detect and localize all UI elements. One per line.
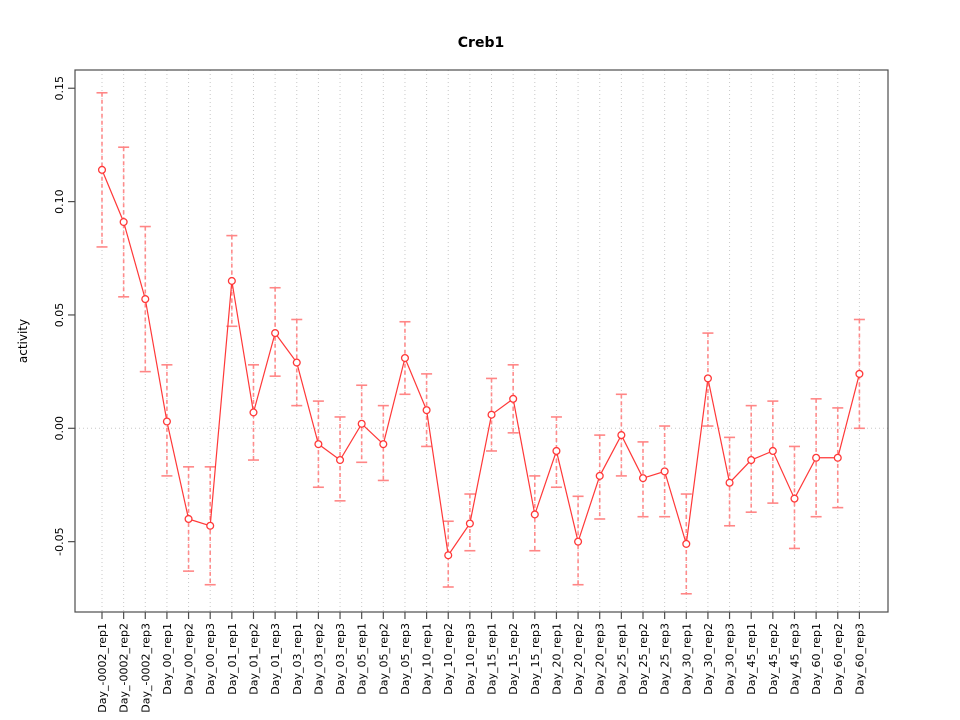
x-tick-label: Day_05_rep1 [356, 623, 369, 695]
x-tick-label: Day_03_rep3 [334, 623, 347, 695]
x-tick-label: Day_15_rep2 [507, 623, 520, 695]
data-point [725, 478, 734, 487]
data-point [682, 539, 691, 548]
data-point [292, 358, 301, 367]
data-point [162, 417, 171, 426]
x-tick-label: Day_45_rep2 [767, 623, 780, 695]
x-tick-label: Day_30_rep3 [724, 623, 737, 695]
y-tick-label: 0.15 [53, 76, 66, 101]
x-tick-label: Day_01_rep3 [269, 623, 282, 695]
data-layer [96, 91, 865, 595]
chart-title: Creb1 [458, 35, 504, 51]
x-tick-label: Day_60_rep1 [810, 623, 823, 695]
data-point [249, 408, 258, 417]
x-tick-label: Day_20_rep1 [550, 623, 563, 695]
x-tick-label: Day_45_rep1 [745, 623, 758, 695]
data-point [552, 446, 561, 456]
data-point [595, 471, 604, 480]
x-tick-label: Day_-0002_rep2 [118, 623, 131, 713]
y-tick-label: 0.10 [53, 189, 66, 214]
data-point [768, 446, 777, 456]
y-axis-label: activity [16, 319, 30, 363]
x-tick-label: Day_01_rep1 [226, 623, 239, 695]
data-point [206, 521, 215, 530]
x-tick-label: Day_10_rep2 [442, 623, 455, 695]
x-tick-label: Day_00_rep1 [161, 623, 174, 695]
data-point [638, 474, 648, 483]
data-point [703, 374, 712, 383]
axis-layer: 0.15 0.10 0.05 0.00 -0.05 Day_-0002_rep1 Day_-… [53, 69, 889, 713]
data-point [530, 510, 539, 519]
data-point [400, 353, 410, 363]
grid-layer [75, 70, 888, 612]
data-point [660, 467, 669, 476]
y-tick-label: 0.00 [53, 416, 66, 441]
x-tick-label: Day_25_rep3 [659, 623, 672, 695]
data-point [444, 551, 453, 560]
data-point [227, 276, 236, 285]
data-point [574, 537, 583, 546]
data-point [617, 431, 626, 440]
x-tick-label: Day_-0002_rep1 [96, 623, 109, 713]
x-tick-label: Day_01_rep2 [247, 623, 260, 695]
data-point [509, 394, 518, 403]
x-tick-label: Day_00_rep3 [204, 623, 217, 695]
x-tick-label: Day_25_rep1 [615, 623, 628, 695]
x-tick-label: Day_03_rep1 [291, 623, 304, 695]
x-tick-label: Day_20_rep2 [572, 623, 585, 695]
series-line [101, 169, 860, 557]
data-point [465, 519, 474, 528]
x-tick-label: Day_20_rep3 [594, 623, 607, 695]
data-point [487, 410, 496, 419]
y-tick-label: 0.05 [53, 303, 66, 328]
x-tick-label: Day_25_rep2 [637, 623, 650, 695]
data-point [790, 494, 799, 503]
x-tick-label: Day_05_rep3 [399, 623, 412, 695]
x-tick-label: Day_03_rep2 [312, 623, 325, 695]
y-tick-label: -0.05 [53, 527, 66, 555]
data-point [357, 419, 366, 428]
data-point [119, 217, 128, 227]
x-tick-label: Day_45_rep3 [788, 623, 801, 695]
x-tick-label: Day_-0002_rep3 [139, 623, 152, 713]
data-point [747, 455, 756, 465]
x-tick-label: Day_00_rep2 [183, 623, 196, 695]
data-point [422, 406, 431, 415]
x-tick-label: Day_15_rep3 [529, 623, 542, 695]
data-point [855, 369, 864, 378]
data-point [314, 440, 323, 449]
x-tick-label: Day_10_rep1 [421, 623, 434, 695]
data-point [379, 440, 388, 449]
data-point [184, 514, 193, 524]
x-tick-label: Day_05_rep2 [377, 623, 390, 695]
plot-border [74, 69, 889, 613]
data-point [271, 329, 280, 338]
data-point [335, 455, 345, 465]
x-tick-label: Day_15_rep1 [486, 623, 499, 695]
data-point [97, 165, 107, 174]
x-tick-label: Day_30_rep1 [680, 623, 693, 695]
x-tick-label: Day_60_rep3 [853, 623, 866, 695]
data-point [833, 453, 842, 462]
x-tick-label: Day_30_rep2 [702, 623, 715, 695]
data-point [141, 295, 150, 304]
data-point [812, 453, 821, 462]
x-tick-label: Day_60_rep2 [832, 623, 845, 695]
x-tick-label: Day_10_rep3 [464, 623, 477, 695]
